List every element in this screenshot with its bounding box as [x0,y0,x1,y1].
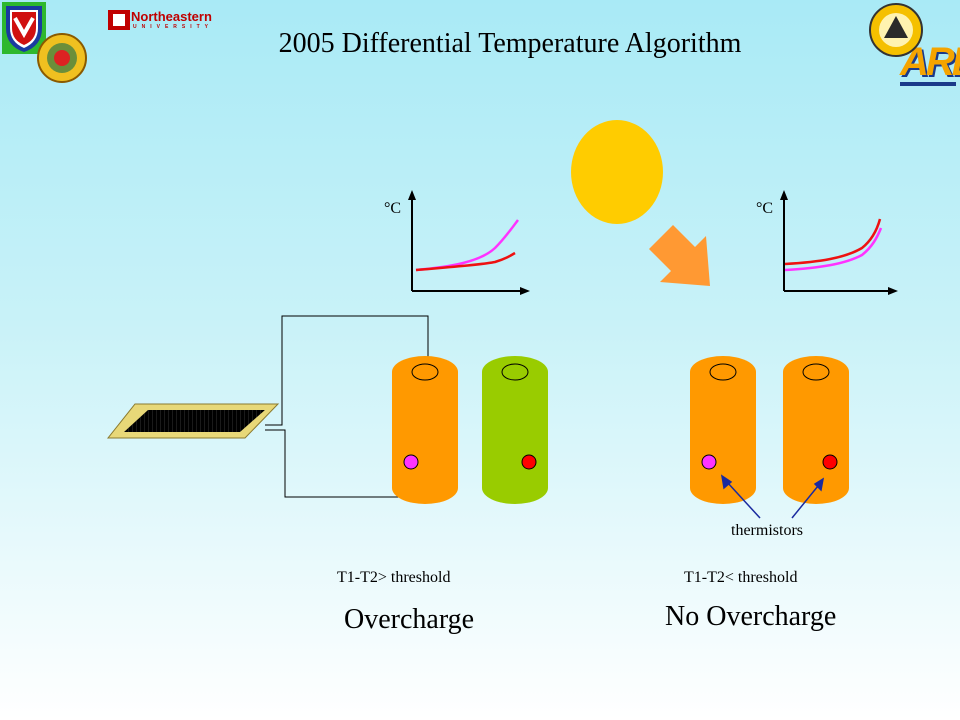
cell-right-1 [690,356,756,504]
left-graph-unit: °C [384,200,402,217]
cell-left-green [482,356,548,504]
result-right: No Overcharge [665,601,837,632]
right-graph-red-curve [784,218,882,266]
left-graph-red-curve [415,251,516,272]
arl-logo-mark [900,82,956,86]
thermistor-hot [403,454,419,470]
cell-right-2 [783,356,849,504]
result-left: Overcharge [344,604,475,635]
northeastern-logo-mark [108,10,130,30]
thermistor-cold-right [822,454,838,470]
left-temperature-graph [408,190,530,295]
left-graph-magenta-curve [415,219,520,272]
right-temperature-graph [780,190,898,295]
sun-icon [571,120,663,224]
technology-badge-logo [869,3,923,57]
thermistor-pointers [720,474,825,519]
right-graph-magenta-curve [784,227,883,272]
thermistor-cold [521,454,537,470]
condition-left: T1-T2> threshold [337,569,451,586]
page-title: 2005 Differential Temperature Algorithm [278,28,742,59]
solar-panel [106,403,280,439]
thermistor-hot-right [701,454,717,470]
army-shield-logo [2,2,46,54]
wiring [265,315,429,498]
condition-right: T1-T2< threshold [684,569,798,586]
northeastern-logo-text: Northeastern [131,9,212,24]
cell-left-orange [392,356,458,504]
thermistors-label: thermistors [731,522,803,539]
heat-arrow [649,225,710,286]
northeastern-logo-sub: UNIVERSITY [133,24,214,30]
right-graph-unit: °C [756,200,774,217]
arsenal-seal-logo [37,33,87,83]
